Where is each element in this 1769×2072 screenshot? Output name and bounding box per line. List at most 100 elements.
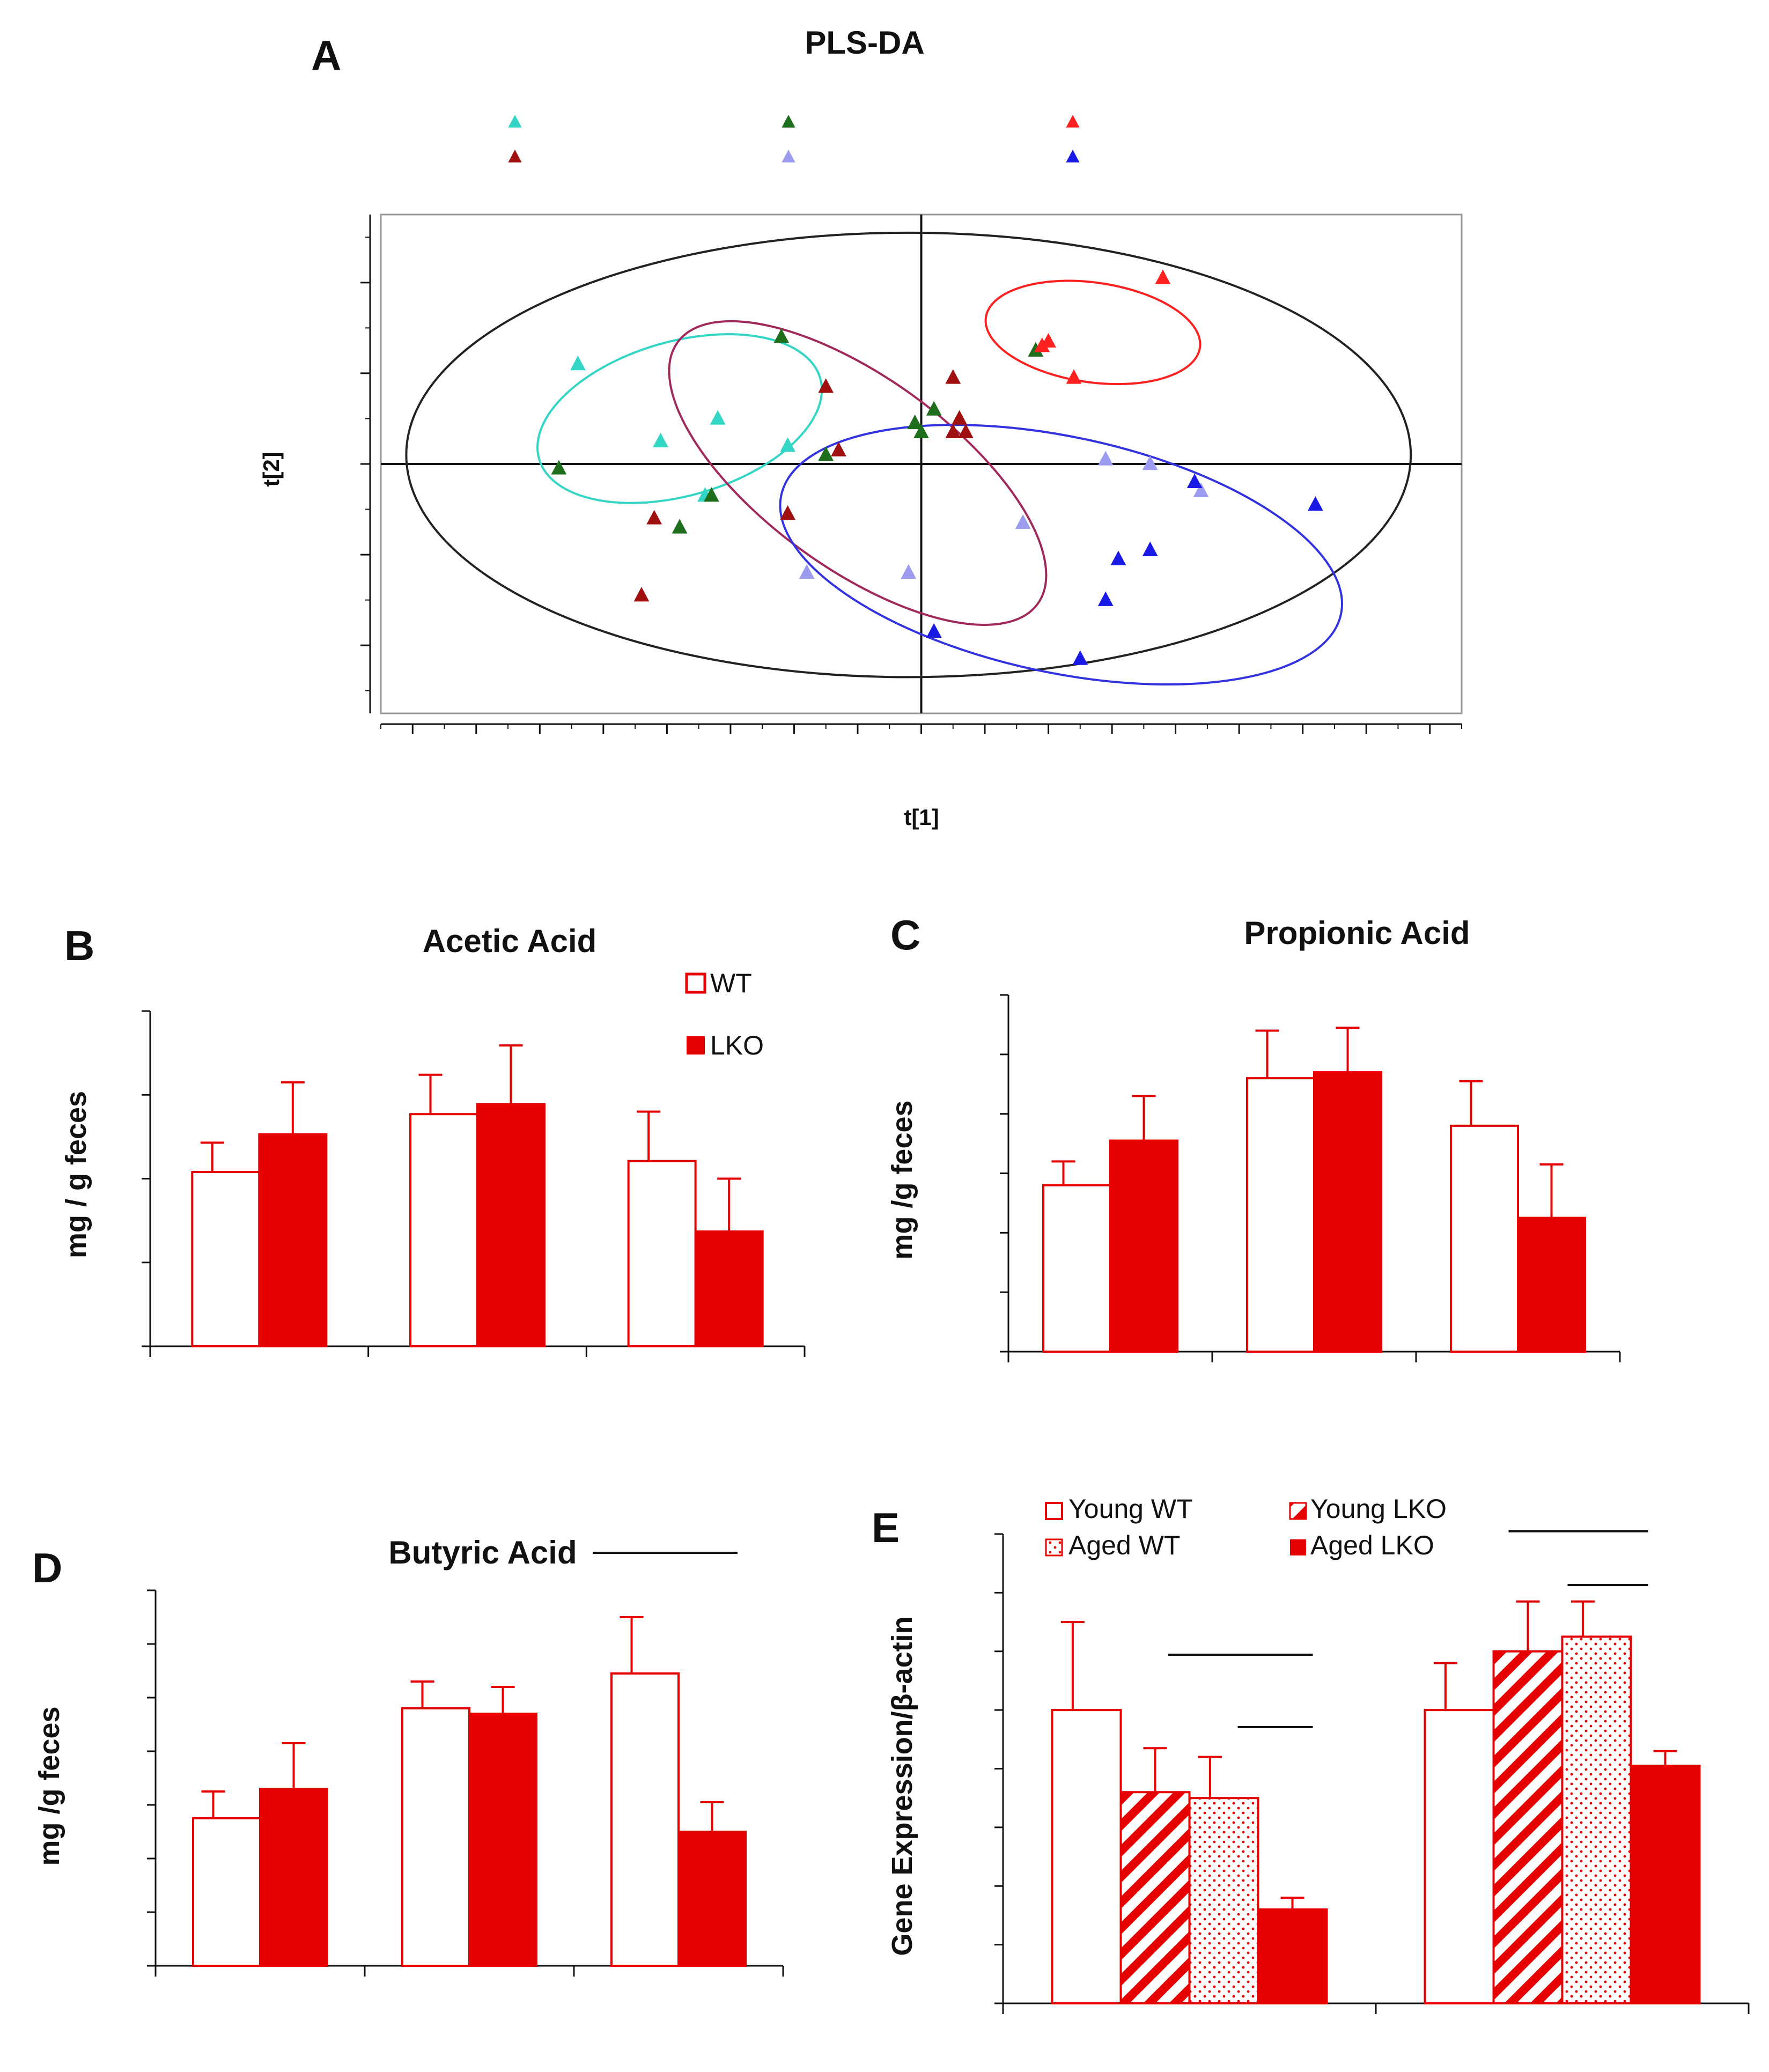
legend-aged-wt-swatch bbox=[1045, 1538, 1063, 1557]
panel-c-plot bbox=[1000, 994, 1621, 1362]
panel-e-legend: Young WT Young LKO Aged WT Aged LKO bbox=[1045, 1494, 1447, 1560]
point-ako bbox=[570, 356, 586, 371]
point-ywt bbox=[1072, 650, 1088, 665]
point-mko bbox=[1155, 269, 1171, 284]
bar-lko bbox=[259, 1788, 328, 1967]
point-yko bbox=[901, 564, 917, 579]
ellipse-young bbox=[779, 424, 1343, 686]
point-mwt bbox=[818, 378, 834, 393]
panel-a-legend bbox=[508, 115, 1080, 163]
point-mwt bbox=[633, 587, 650, 602]
point-yko bbox=[799, 564, 815, 579]
legend-young-lko-label: Young LKO bbox=[1310, 1494, 1447, 1524]
legend-marker-mko bbox=[1066, 115, 1080, 128]
bar-aged-wt bbox=[1188, 1797, 1259, 2004]
point-yko bbox=[1142, 455, 1158, 470]
point-awt bbox=[913, 423, 929, 439]
panel-a-ylabel: t[2] bbox=[259, 452, 284, 486]
panel-d-letter: D bbox=[32, 1544, 62, 1591]
panel-b-letter: B bbox=[64, 922, 94, 969]
point-ywt bbox=[926, 623, 942, 638]
panel-d-ylabel: mg /g feces bbox=[33, 1706, 65, 1865]
bar-lko bbox=[694, 1230, 764, 1347]
panel-d-title: Butyric Acid bbox=[388, 1535, 577, 1570]
point-awt bbox=[818, 446, 834, 461]
panel-b-legend: WT LKO bbox=[685, 968, 764, 1060]
panel-b-title: Acetic Acid bbox=[423, 923, 597, 959]
panel-a-xlabel: t[1] bbox=[904, 805, 939, 830]
bar-aged-lko bbox=[1630, 1765, 1701, 2004]
bar-wt bbox=[627, 1160, 697, 1347]
panel-c-title: Propionic Acid bbox=[1244, 915, 1470, 951]
bar-lko bbox=[677, 1831, 747, 1967]
legend-wt-label: WT bbox=[710, 968, 752, 998]
legend-young-lko-swatch bbox=[1289, 1502, 1307, 1520]
legend-young-wt-swatch bbox=[1045, 1502, 1063, 1520]
point-awt bbox=[551, 460, 567, 475]
point-ywt bbox=[1307, 496, 1323, 511]
ellipse-ako bbox=[536, 333, 823, 504]
panel-a-letter: A bbox=[311, 32, 341, 79]
panel-b-ylabel: mg / g feces bbox=[60, 1091, 92, 1258]
point-mko bbox=[1066, 369, 1082, 384]
bar-young-wt bbox=[1051, 1709, 1122, 2004]
panel-b-plot bbox=[142, 1010, 806, 1357]
panel-a-plot bbox=[360, 213, 1463, 734]
panel-e-plot bbox=[994, 1530, 1750, 2014]
legend-wt-swatch bbox=[685, 972, 706, 994]
bar-aged-lko bbox=[1257, 1908, 1328, 2004]
bar-wt bbox=[610, 1672, 680, 1967]
point-mwt bbox=[780, 505, 795, 520]
point-awt bbox=[672, 519, 688, 534]
point-ako bbox=[780, 437, 795, 452]
point-yko bbox=[1097, 451, 1114, 466]
bar-wt bbox=[192, 1817, 261, 1967]
point-mko bbox=[1034, 337, 1050, 352]
legend-aged-wt-label: Aged WT bbox=[1068, 1530, 1180, 1560]
bar-lko bbox=[476, 1103, 546, 1347]
bar-lko bbox=[1517, 1216, 1586, 1353]
point-ywt bbox=[1097, 591, 1114, 606]
bar-wt bbox=[191, 1171, 261, 1347]
point-yko bbox=[1015, 514, 1031, 529]
bar-wt bbox=[409, 1113, 478, 1347]
point-ako bbox=[710, 410, 726, 425]
panel-d-plot bbox=[147, 1552, 784, 1977]
bar-lko bbox=[1109, 1139, 1178, 1353]
bar-wt bbox=[1246, 1077, 1315, 1353]
legend-lko-swatch bbox=[687, 1036, 705, 1055]
legend-marker-mwt bbox=[508, 150, 522, 163]
point-awt bbox=[1028, 342, 1044, 357]
bar-wt bbox=[401, 1707, 470, 1967]
bar-young-lko bbox=[1492, 1650, 1564, 2004]
bar-lko bbox=[468, 1713, 537, 1967]
point-ywt bbox=[1186, 473, 1203, 489]
legend-aged-lko-label: Aged LKO bbox=[1310, 1530, 1434, 1560]
legend-marker-yko bbox=[782, 150, 795, 163]
legend-marker-awt bbox=[782, 115, 795, 128]
bar-lko bbox=[258, 1133, 328, 1347]
ellipse-all bbox=[405, 231, 1412, 679]
bar-wt bbox=[1450, 1124, 1519, 1353]
bar-wt bbox=[1042, 1184, 1111, 1353]
panel-e-ylabel: Gene Expression/β-actin bbox=[886, 1616, 918, 1956]
panel-c-letter: C bbox=[890, 911, 920, 958]
point-mwt bbox=[958, 423, 974, 439]
point-ywt bbox=[1110, 550, 1126, 565]
legend-lko-label: LKO bbox=[710, 1030, 764, 1060]
point-mwt bbox=[945, 369, 961, 384]
panel-e-letter: E bbox=[872, 1504, 900, 1551]
ellipse-mko bbox=[984, 279, 1202, 386]
bar-lko bbox=[1313, 1071, 1382, 1353]
point-awt bbox=[907, 414, 923, 430]
bar-young-lko bbox=[1119, 1791, 1191, 2004]
panel-a-title: PLS-DA bbox=[805, 25, 924, 61]
point-yko bbox=[1193, 482, 1209, 497]
legend-marker-ako bbox=[508, 115, 522, 128]
legend-young-wt-label: Young WT bbox=[1068, 1494, 1193, 1524]
point-ako bbox=[653, 432, 668, 447]
point-mwt bbox=[831, 441, 846, 456]
point-mwt bbox=[646, 510, 662, 525]
bar-young-wt bbox=[1424, 1709, 1495, 2004]
